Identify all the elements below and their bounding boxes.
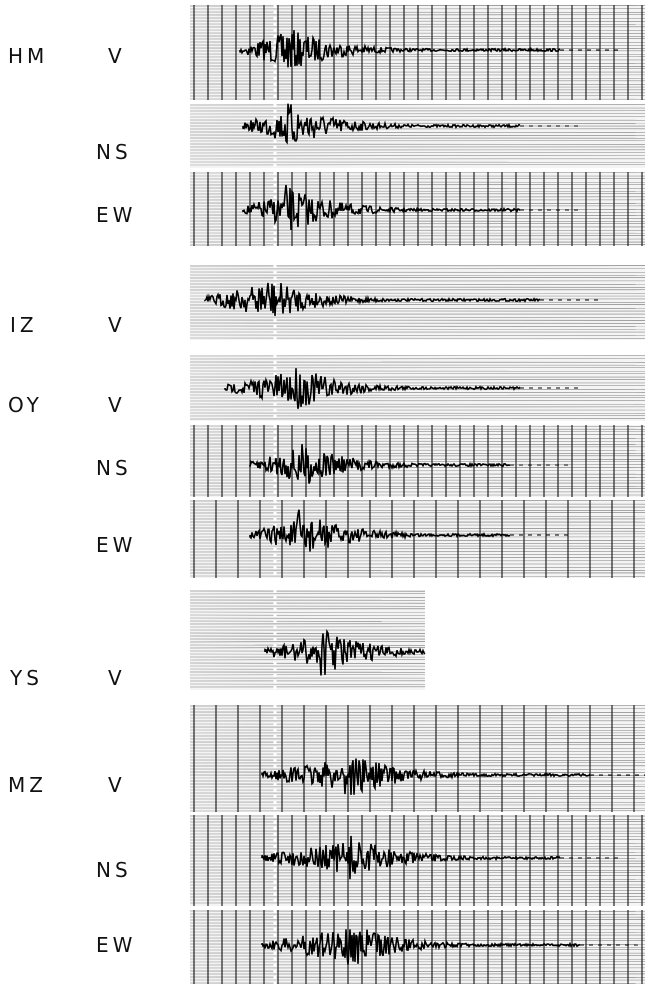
station-label: YS: [10, 666, 43, 690]
component-label: EW: [96, 203, 136, 227]
seismogram-panel: [190, 265, 645, 340]
seismogram-panel: [190, 815, 645, 906]
station-label: IZ: [10, 313, 38, 337]
component-label: NS: [96, 140, 132, 164]
seismogram-panel: [190, 590, 425, 690]
seismogram-panel: [190, 355, 645, 421]
component-label: V: [108, 313, 126, 337]
component-label: V: [108, 393, 126, 417]
component-label: NS: [96, 858, 132, 882]
seismogram-panel: [190, 172, 645, 246]
component-label: V: [108, 666, 126, 690]
seismogram-panel: [190, 705, 645, 812]
component-label: V: [108, 44, 126, 68]
figure: HM V NS EW IZ V OY V NS EW YS V MZ V NS …: [0, 0, 654, 984]
seismogram-panel: [190, 425, 645, 497]
seismogram-panel: [190, 500, 645, 578]
seismogram-panel: [190, 910, 645, 984]
station-label: HM: [8, 44, 48, 68]
component-label: NS: [96, 456, 132, 480]
component-label: EW: [96, 533, 136, 557]
component-label: V: [108, 773, 126, 797]
component-label: EW: [96, 933, 136, 957]
panel-background: [190, 500, 645, 578]
station-label: OY: [8, 393, 43, 417]
seismogram-panel: [190, 104, 645, 168]
station-label: MZ: [8, 773, 47, 797]
page: {"stations":[ {"code":"HM","components":…: [0, 0, 654, 984]
seismogram-panel: [190, 5, 645, 100]
